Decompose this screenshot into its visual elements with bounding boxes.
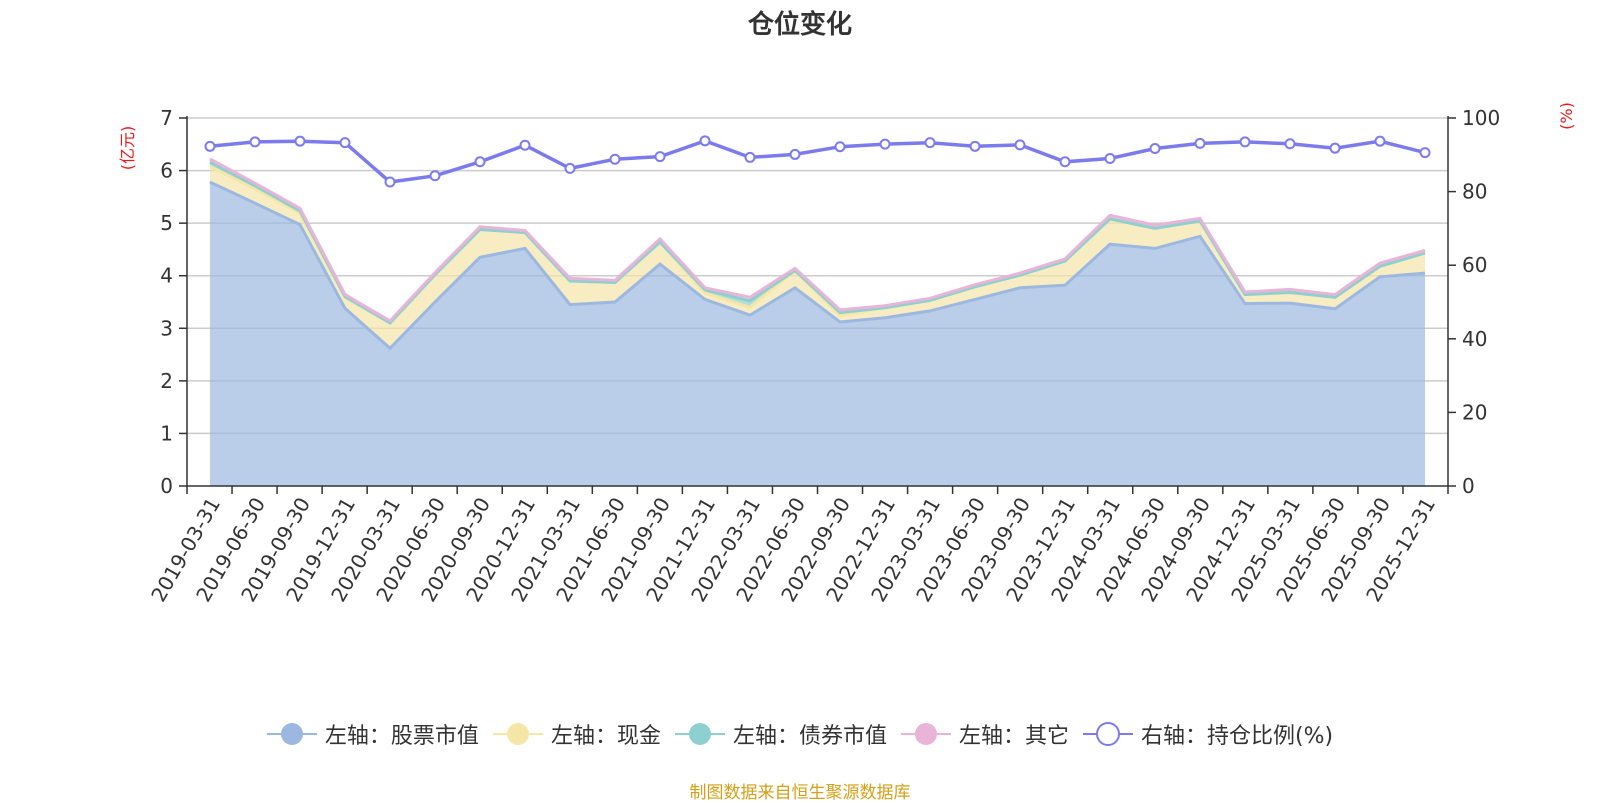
ratio-point	[1419, 147, 1431, 159]
left-axis-unit: (亿元)	[118, 126, 137, 171]
left-tick-label: 0	[160, 474, 173, 498]
ratio-point	[1104, 152, 1116, 164]
right-tick-label: 40	[1462, 327, 1487, 351]
ratio-point	[609, 153, 621, 165]
ratio-point	[1194, 137, 1206, 149]
ratio-line	[209, 138, 1426, 184]
ratio-point	[969, 140, 981, 152]
ratio-point	[1059, 156, 1071, 168]
filled-circle-icon	[492, 723, 543, 745]
ratio-point	[204, 140, 216, 152]
left-tick-label: 6	[160, 159, 173, 183]
right-tick-label: 0	[1462, 474, 1475, 498]
filled-circle-icon	[266, 723, 317, 745]
ratio-point	[564, 162, 576, 174]
stock-area	[210, 182, 1425, 486]
ratio-point	[339, 137, 351, 149]
legend-item-ratio[interactable]: 右轴：持仓比例(%)	[1082, 718, 1334, 750]
right-tick-label: 100	[1462, 106, 1500, 130]
ratio-point	[294, 135, 306, 147]
ratio-point	[744, 151, 756, 163]
right-axis-unit: (%)	[1557, 102, 1576, 130]
ratio-point	[699, 135, 711, 147]
left-tick-label: 7	[160, 106, 173, 130]
left-tick-label: 2	[160, 369, 173, 393]
ratio-point	[1329, 142, 1341, 154]
ratio-point	[249, 136, 261, 148]
ratio-point	[834, 141, 846, 153]
right-tick-label: 60	[1462, 253, 1487, 277]
legend-item-other[interactable]: 左轴：其它	[900, 718, 1069, 750]
legend-item-cash[interactable]: 左轴：现金	[492, 718, 661, 750]
legend-item-stock[interactable]: 左轴：股票市值	[266, 718, 479, 750]
legend-label-other: 左轴：其它	[958, 724, 1069, 749]
ratio-line-layer	[204, 135, 1431, 188]
ratio-point	[1149, 143, 1161, 155]
ratio-point	[654, 151, 666, 163]
ratio-point	[1284, 138, 1296, 150]
chart-legend: 左轴：股票市值 左轴：现金 左轴：债券市值 左轴：其它 右轴：持仓比例(%)	[0, 718, 1600, 750]
right-tick-label: 20	[1462, 400, 1487, 424]
legend-label-bond: 左轴：债券市值	[732, 724, 887, 749]
ratio-point	[1239, 136, 1251, 148]
ratio-point	[1014, 139, 1026, 151]
legend-label-stock: 左轴：股票市值	[324, 724, 479, 749]
ratio-point	[384, 176, 396, 188]
left-tick-label: 3	[160, 316, 173, 340]
other-area-edge	[209, 157, 1426, 323]
left-tick-label: 1	[160, 421, 173, 445]
left-tick-label: 5	[160, 211, 173, 235]
filled-circle-icon	[674, 723, 725, 745]
left-tick-label: 4	[160, 264, 173, 288]
hollow-circle-icon	[1082, 722, 1133, 746]
chart-title: 仓位变化	[747, 10, 852, 40]
legend-item-bond[interactable]: 左轴：债券市值	[674, 718, 887, 750]
filled-circle-icon	[900, 723, 951, 745]
legend-label-ratio: 右轴：持仓比例(%)	[1140, 724, 1334, 749]
area-layer	[209, 157, 1426, 486]
stock-area-edge	[209, 180, 1426, 351]
ratio-point	[474, 156, 486, 168]
source-note: 制图数据来自恒生聚源数据库	[689, 783, 911, 803]
ratio-point	[429, 170, 441, 182]
ratio-point	[879, 138, 891, 150]
ratio-point	[789, 148, 801, 160]
ratio-point	[1374, 135, 1386, 147]
right-tick-label: 80	[1462, 180, 1487, 204]
ratio-point	[924, 137, 936, 149]
ratio-point	[519, 139, 531, 151]
legend-label-cash: 左轴：现金	[550, 724, 661, 749]
